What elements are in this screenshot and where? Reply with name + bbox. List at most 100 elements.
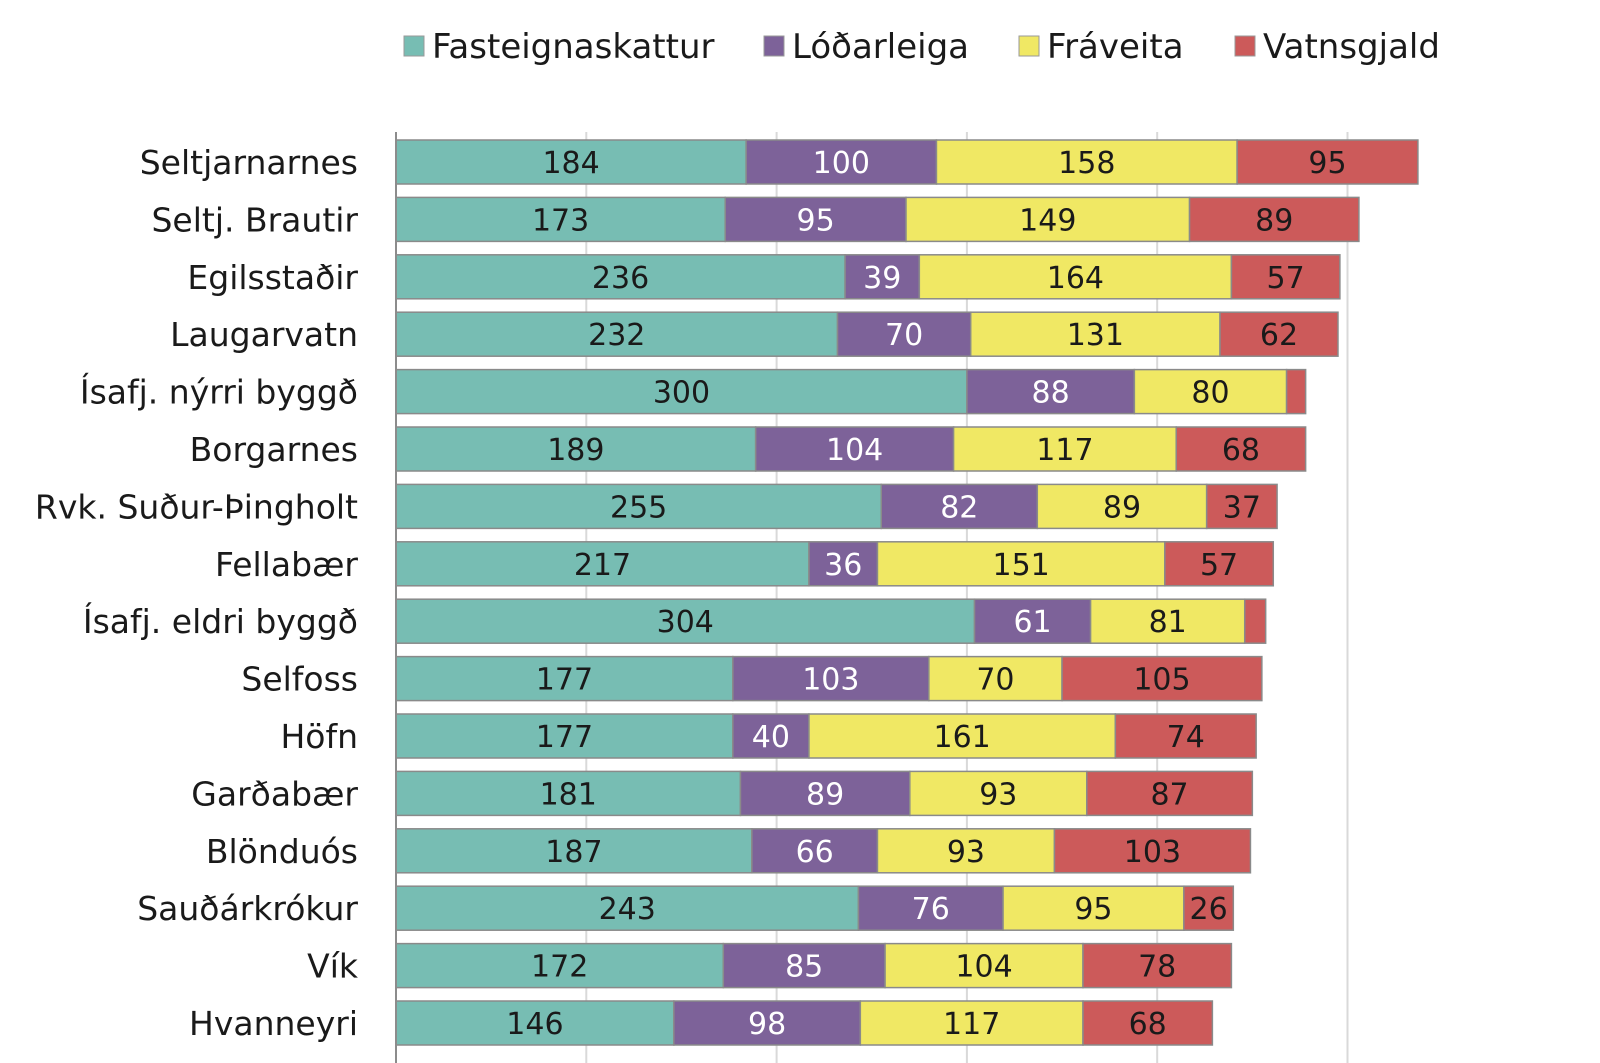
bar-segment <box>918 254 1233 300</box>
bar-segment <box>1133 368 1288 415</box>
bar-segment <box>1089 598 1246 644</box>
data-label: 158 <box>1058 146 1115 181</box>
data-label: 89 <box>806 777 844 812</box>
bar-segment <box>857 885 1004 931</box>
bar-segment <box>1175 426 1307 472</box>
data-label: 217 <box>574 548 631 583</box>
bar-segment <box>395 885 860 931</box>
bar-segment <box>880 483 1039 530</box>
bar-segment <box>395 828 753 874</box>
bar-segment <box>1082 1000 1214 1046</box>
bar-row: 304 61 81 <box>395 598 1267 644</box>
data-label: 37 <box>1223 490 1261 525</box>
bar-row: 300 88 80 <box>395 368 1307 415</box>
bar-segment <box>395 598 976 644</box>
data-label: 93 <box>979 777 1017 812</box>
data-label: 149 <box>1019 203 1076 238</box>
data-label: 236 <box>592 261 649 296</box>
legend-item: Fasteignaskattur <box>403 27 714 67</box>
data-label: 93 <box>947 835 985 870</box>
data-label: 85 <box>785 950 823 985</box>
data-label: 173 <box>532 203 589 238</box>
bar-segment <box>1086 770 1254 817</box>
bar-segment <box>935 139 1238 185</box>
data-label: 74 <box>1167 720 1205 755</box>
data-label: 105 <box>1133 663 1190 698</box>
legend: Fasteignaskattur Lóðarleiga Fráveita Vatnsg… <box>403 27 1440 67</box>
bar-row: 172 85 104 78 <box>395 942 1233 989</box>
bar-segment <box>969 311 1221 357</box>
category-label: Sauðárkrókur <box>137 889 358 928</box>
bar-segment <box>732 655 930 702</box>
bar-segment <box>1114 713 1257 759</box>
data-label: 300 <box>653 376 710 411</box>
data-label: 146 <box>506 1007 563 1042</box>
data-label: 98 <box>748 1007 786 1042</box>
data-label: 88 <box>1032 376 1070 411</box>
data-label: 78 <box>1138 950 1176 985</box>
bar-segment <box>395 483 883 530</box>
data-label: 80 <box>1191 376 1229 411</box>
bar-segment <box>395 541 810 587</box>
data-label: 181 <box>540 777 597 812</box>
data-label: 131 <box>1067 318 1124 353</box>
data-label: 95 <box>1074 892 1112 927</box>
data-label: 189 <box>547 433 604 468</box>
data-label: 40 <box>752 720 790 755</box>
legend-item: Lóðarleiga <box>763 27 969 67</box>
category-label: Höfn <box>280 717 358 756</box>
category-label: Borgarnes <box>190 430 358 469</box>
bar-row: 189 104 117 68 <box>395 426 1307 472</box>
category-label: Seltj. Brautir <box>151 200 358 239</box>
data-label: 164 <box>1047 261 1104 296</box>
data-label: 243 <box>599 892 656 927</box>
bar-segment <box>952 426 1177 472</box>
data-label: 172 <box>531 950 588 985</box>
data-label: 117 <box>943 1007 1000 1042</box>
bar-segment <box>1205 483 1278 530</box>
data-label: 100 <box>813 146 870 181</box>
data-label: 76 <box>912 892 950 927</box>
bar-row: 173 95 149 89 <box>395 196 1360 243</box>
data-label: 177 <box>536 720 593 755</box>
bar-segment <box>1053 828 1252 874</box>
bar-row: 177 40 161 74 <box>395 713 1257 759</box>
bar-segment <box>1061 655 1263 702</box>
category-label: Egilsstaðir <box>187 258 358 297</box>
data-label: 70 <box>976 663 1014 698</box>
data-label: 61 <box>1013 605 1051 640</box>
bar-segment <box>808 541 879 587</box>
data-label: 255 <box>610 490 667 525</box>
bar-segment <box>1236 139 1419 185</box>
data-label: 57 <box>1200 548 1238 583</box>
data-label: 151 <box>993 548 1050 583</box>
data-label: 95 <box>797 203 835 238</box>
data-label: 70 <box>885 318 923 353</box>
bar-segment <box>395 254 846 300</box>
category-label: Fellabær <box>215 545 358 584</box>
data-label: 161 <box>934 720 991 755</box>
data-label: 57 <box>1267 261 1305 296</box>
bar-row: 187 66 93 103 <box>395 828 1252 874</box>
bar-row: 232 70 131 62 <box>395 311 1339 357</box>
data-label: 304 <box>657 605 714 640</box>
category-label: Garðabær <box>191 774 358 813</box>
category-label: Blönduós <box>206 832 358 871</box>
legend-swatch <box>1018 35 1040 57</box>
bars: 184 100 158 95 173 95 149 89 236 39 164 57 232 70 131 6… <box>395 139 1419 1046</box>
bar-segment <box>876 541 1166 587</box>
data-label: 103 <box>802 663 859 698</box>
bar-segment <box>395 196 726 243</box>
category-label: Hvanneyri <box>189 1004 358 1043</box>
legend-label: Fráveita <box>1047 27 1184 67</box>
data-label: 82 <box>940 490 978 525</box>
category-label: Ísafj. eldri byggð <box>83 601 358 641</box>
bar-segment <box>1082 942 1233 989</box>
bar-segment <box>395 368 968 415</box>
bar-segment <box>754 426 955 472</box>
data-label: 68 <box>1129 1007 1167 1042</box>
data-label: 81 <box>1149 605 1187 640</box>
category-label: Seltjarnarnes <box>140 143 358 182</box>
bar-row: 243 76 95 26 <box>395 885 1235 931</box>
